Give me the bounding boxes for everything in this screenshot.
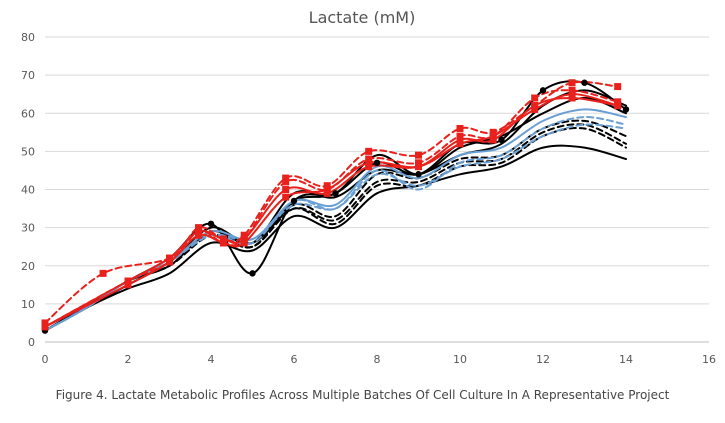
data-point <box>124 281 132 289</box>
markers-group <box>41 79 630 334</box>
x-tick-label: 16 <box>702 353 716 366</box>
data-point <box>332 190 339 197</box>
tick-labels: 0 10 20 30 40 50 60 70 80 0 2 4 6 8 10 12 14 16 <box>21 31 716 366</box>
y-tick-label: 20 <box>21 260 35 273</box>
y-tick-label: 10 <box>21 298 35 311</box>
data-point <box>614 83 622 91</box>
data-point <box>498 136 505 144</box>
data-point <box>282 186 290 193</box>
series-line-6 <box>44 119 627 332</box>
data-point <box>415 171 422 178</box>
data-point <box>41 319 49 327</box>
data-point <box>282 174 290 182</box>
data-point <box>166 254 173 262</box>
data-point <box>365 163 373 171</box>
y-tick-label: 30 <box>21 222 35 235</box>
data-point <box>568 86 576 94</box>
y-tick-label: 40 <box>21 184 35 197</box>
x-tick-label: 12 <box>536 353 550 366</box>
data-point <box>568 90 576 98</box>
data-point <box>323 182 331 190</box>
data-point <box>219 239 227 247</box>
x-tick-label: 2 <box>125 353 132 366</box>
data-point <box>531 102 539 110</box>
chart-title: Lactate (mM) <box>309 8 416 27</box>
x-tick-label: 8 <box>374 353 381 366</box>
series-line-10 <box>44 108 627 332</box>
data-point <box>195 231 203 239</box>
data-point <box>249 270 256 277</box>
data-point <box>489 132 497 140</box>
data-point <box>531 105 539 113</box>
x-tick-label: 14 <box>619 353 633 366</box>
data-point <box>207 220 215 228</box>
data-point <box>415 163 422 171</box>
data-point <box>219 235 227 243</box>
data-point <box>581 79 588 86</box>
data-point <box>622 106 630 113</box>
y-tick-label: 80 <box>21 31 35 44</box>
data-point <box>415 151 422 159</box>
data-point <box>531 94 539 102</box>
data-point <box>568 94 576 102</box>
data-point <box>365 159 373 167</box>
data-point <box>195 224 203 232</box>
data-point <box>456 125 464 132</box>
data-point <box>456 136 464 144</box>
data-point <box>365 155 373 163</box>
data-point <box>456 132 464 140</box>
series-line-7 <box>44 127 627 332</box>
data-point <box>124 277 132 285</box>
data-point <box>539 87 547 94</box>
x-tick-label: 10 <box>453 353 467 366</box>
data-point <box>240 239 248 247</box>
data-point <box>290 197 298 205</box>
data-point <box>323 186 331 193</box>
x-tick-label: 0 <box>42 353 49 366</box>
data-point <box>282 193 290 201</box>
data-point <box>568 79 576 87</box>
series-line-14 <box>44 97 619 328</box>
x-tick-label: 4 <box>208 353 215 366</box>
data-point <box>614 98 622 106</box>
series-line-2 <box>44 80 627 332</box>
series-line-3 <box>44 89 627 332</box>
series-line-4 <box>44 97 627 332</box>
y-tick-label: 50 <box>21 145 35 158</box>
data-point <box>240 235 248 243</box>
series-line-1 <box>44 144 627 332</box>
data-point <box>489 136 497 144</box>
y-tick-label: 70 <box>21 69 35 82</box>
data-point <box>323 189 331 197</box>
data-point <box>41 323 49 331</box>
series-line-13 <box>44 93 619 328</box>
data-point <box>415 159 422 167</box>
y-tick-label: 0 <box>28 336 35 349</box>
lactate-line-chart: 0 10 20 30 40 50 60 70 80 0 2 4 6 8 10 12 14 16 Lactate (… <box>21 8 716 366</box>
data-point <box>240 231 248 239</box>
x-tick-label: 6 <box>291 353 298 366</box>
data-point <box>99 269 107 277</box>
y-tick-label: 60 <box>21 107 35 120</box>
data-point <box>614 102 622 110</box>
data-point <box>365 147 373 155</box>
data-point <box>456 140 464 148</box>
data-point <box>373 159 381 167</box>
series-group <box>44 80 627 332</box>
figure-caption: Figure 4. Lactate Metabolic Profiles Acr… <box>55 388 670 402</box>
data-point <box>195 227 203 235</box>
data-point <box>282 178 290 186</box>
data-point <box>489 128 497 136</box>
data-point <box>166 258 173 266</box>
